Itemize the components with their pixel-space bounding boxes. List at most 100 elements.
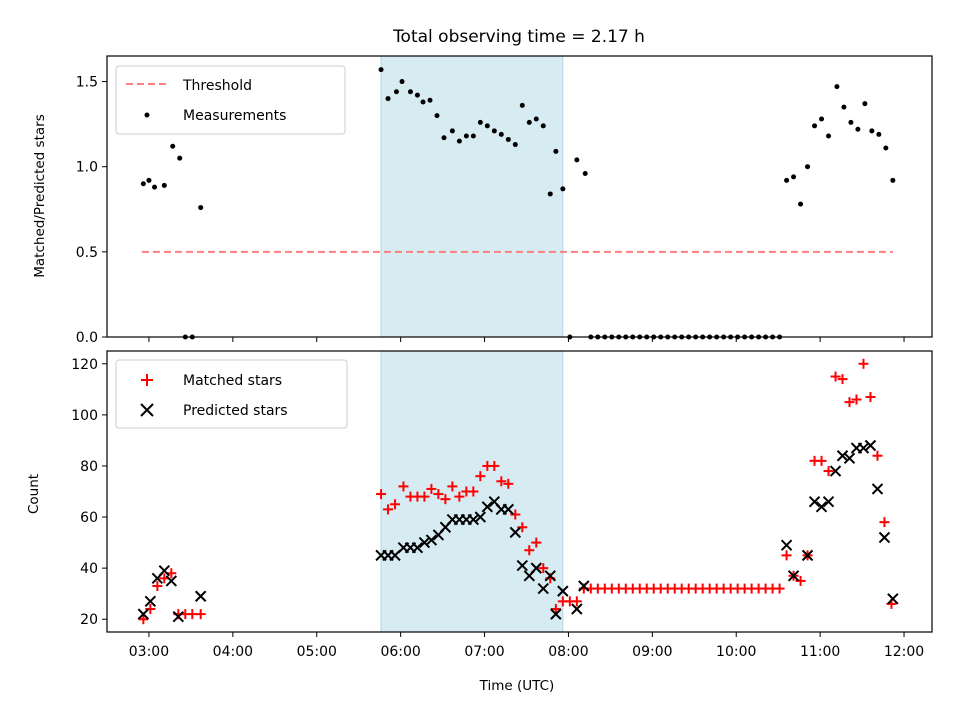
matched-star-point xyxy=(510,509,521,520)
predicted-star-point xyxy=(158,564,171,577)
xtick-label: 07:00 xyxy=(464,644,504,660)
x-axis-label: Time (UTC) xyxy=(479,678,555,694)
measurement-point xyxy=(477,119,483,125)
measurement-point xyxy=(491,128,497,134)
measurement-point xyxy=(855,126,861,132)
matched-star-point xyxy=(383,504,394,515)
matched-star-point xyxy=(830,371,841,382)
measurement-point xyxy=(890,177,896,183)
matched-star-point xyxy=(816,455,827,466)
measurement-point xyxy=(393,89,399,95)
predicted-star-point xyxy=(172,610,185,623)
measurement-point xyxy=(812,123,818,129)
matched-star-point xyxy=(795,575,806,586)
measurement-point xyxy=(140,181,146,187)
matched-star-point xyxy=(781,550,792,561)
measurement-point xyxy=(883,145,889,151)
bottom-legend: Matched stars Predicted stars xyxy=(115,359,348,429)
predicted-star-point xyxy=(474,511,487,523)
predicted-star-point xyxy=(550,608,562,620)
bottom-ylabel: Count xyxy=(26,474,42,514)
measurement-point xyxy=(540,123,546,129)
bottom-ytick-label: 80 xyxy=(80,459,98,475)
predicted-star-point xyxy=(843,452,856,464)
matched-star-point xyxy=(550,604,561,615)
predicted-legend-label: Predicted stars xyxy=(183,403,288,419)
xtick-label: 03:00 xyxy=(129,644,169,660)
bottom-ytick-label: 20 xyxy=(80,612,98,628)
predicted-star-point xyxy=(137,608,150,620)
matched-star-point xyxy=(195,609,206,620)
matched-star-point xyxy=(844,397,855,408)
predicted-star-point xyxy=(871,483,884,495)
matched-star-point xyxy=(531,537,542,548)
matched-star-point xyxy=(851,394,862,405)
measurement-point xyxy=(449,128,455,134)
top-legend: Threshold Measurements xyxy=(115,65,346,135)
top-axes-frame xyxy=(106,55,933,338)
measurement-point xyxy=(869,128,875,134)
predicted-star-point xyxy=(857,442,870,454)
matched-star-point xyxy=(398,481,409,492)
matched-star-point xyxy=(468,486,479,497)
predicted-star-point xyxy=(878,531,891,544)
predicted-star-point xyxy=(829,465,842,477)
measurement-point xyxy=(198,205,204,211)
bottom-legend-box xyxy=(115,359,348,429)
measurement-point xyxy=(414,92,420,98)
predicted-star-point xyxy=(571,603,583,615)
measurement-point xyxy=(805,164,811,170)
predicted-star-point xyxy=(864,439,877,452)
matched-star-point xyxy=(390,499,401,510)
predicted-star-point xyxy=(815,501,828,513)
measurement-point xyxy=(512,142,518,148)
matched-star-point xyxy=(433,489,444,500)
measurement-point xyxy=(519,102,525,108)
bottom-ytick-label: 100 xyxy=(71,408,98,424)
top-ytick-label: 1.0 xyxy=(76,160,98,176)
matched-star-point xyxy=(426,483,437,494)
xtick-label: 05:00 xyxy=(297,644,337,660)
predicted-star-point xyxy=(544,570,556,582)
top-ytick-label: 1.5 xyxy=(76,75,98,91)
predicted-star-point xyxy=(822,496,835,508)
bottom-panel: 20 40 60 80 100 120 03:00 04:00 05:00 06:00 07:00 0… xyxy=(71,350,933,660)
measurement-point xyxy=(407,89,413,95)
measurement-point xyxy=(385,96,391,102)
measurement-point xyxy=(553,148,559,154)
measurement-point xyxy=(470,133,476,139)
measurement-point xyxy=(505,136,511,142)
predicted-star-point xyxy=(502,503,515,516)
top-panel: 0.0 0.5 1.0 1.5 Threshold Measurements xyxy=(76,55,933,346)
xtick-label: 08:00 xyxy=(548,644,588,660)
measurement-point xyxy=(420,99,426,105)
matched-star-point xyxy=(496,476,507,487)
matched-star-point xyxy=(376,489,387,500)
measurement-point xyxy=(146,177,152,183)
top-ylabel: Matched/Predicted stars xyxy=(32,114,48,277)
matched-star-point xyxy=(138,614,149,625)
matched-star-point xyxy=(823,466,834,477)
measurement-point xyxy=(427,97,433,103)
predicted-star-point xyxy=(411,541,424,554)
predicted-star-point xyxy=(467,513,480,526)
matched-star-point xyxy=(145,604,156,615)
matched-star-point xyxy=(187,609,198,620)
top-shaded-interval xyxy=(380,55,564,338)
matched-star-point xyxy=(774,583,785,594)
matched-legend-swatch xyxy=(141,374,153,386)
measurement-point xyxy=(177,155,183,161)
matched-star-point xyxy=(571,596,582,607)
xtick-label: 04:00 xyxy=(213,644,253,660)
measurement-point xyxy=(826,133,832,139)
matched-star-point xyxy=(524,545,535,556)
matched-star-point xyxy=(447,481,458,492)
predicted-star-point xyxy=(194,590,207,602)
predicted-star-point xyxy=(801,549,814,562)
matched-star-point xyxy=(517,522,528,533)
matched-star-point xyxy=(538,563,549,574)
measurements-legend-swatch xyxy=(144,112,150,118)
matched-star-point xyxy=(503,478,514,489)
measurement-point xyxy=(456,138,462,144)
predicted-star-point xyxy=(808,496,821,508)
